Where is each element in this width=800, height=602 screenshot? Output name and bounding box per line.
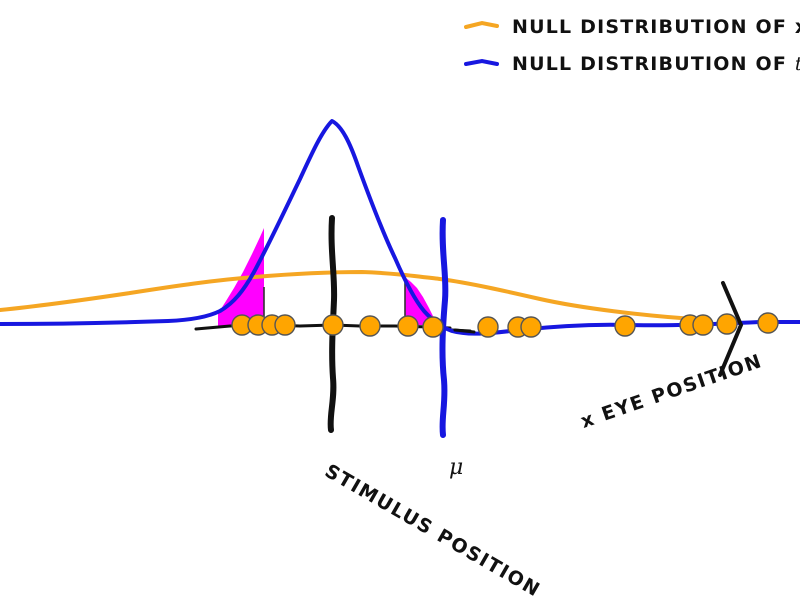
legend-entry-0-label: NULL DISTRIBUTION OF x <box>512 16 800 38</box>
mu-label: μ <box>449 455 464 480</box>
data-point <box>692 314 714 336</box>
data-point <box>716 313 738 335</box>
data-point <box>359 315 381 337</box>
blue-line-swatch <box>464 58 499 66</box>
mu-line <box>439 217 449 438</box>
data-point <box>477 316 499 338</box>
right-tail-shaded-region <box>405 278 437 325</box>
orange-null-distribution-curve <box>0 270 697 321</box>
data-point <box>397 315 419 337</box>
legend-entry-0-prefix: NULL DISTRIBUTION OF <box>512 16 795 38</box>
legend-entry-1-prefix: NULL DISTRIBUTION OF <box>512 53 795 75</box>
legend-entry-1-symbol: t <box>795 53 800 75</box>
data-point <box>520 316 542 338</box>
data-point <box>422 316 444 338</box>
data-point <box>614 315 636 337</box>
eye-position-tick <box>718 281 744 377</box>
orange-line-swatch <box>464 20 499 29</box>
blue-null-distribution-curve <box>0 119 800 336</box>
data-point <box>322 314 344 336</box>
data-points-group <box>231 312 779 338</box>
axis-stub-right <box>453 328 476 334</box>
data-point <box>274 314 296 336</box>
data-point <box>757 312 779 334</box>
legend-entry-0-symbol: x <box>795 16 800 38</box>
legend-entry-1-label: NULL DISTRIBUTION OF t <box>512 53 800 75</box>
